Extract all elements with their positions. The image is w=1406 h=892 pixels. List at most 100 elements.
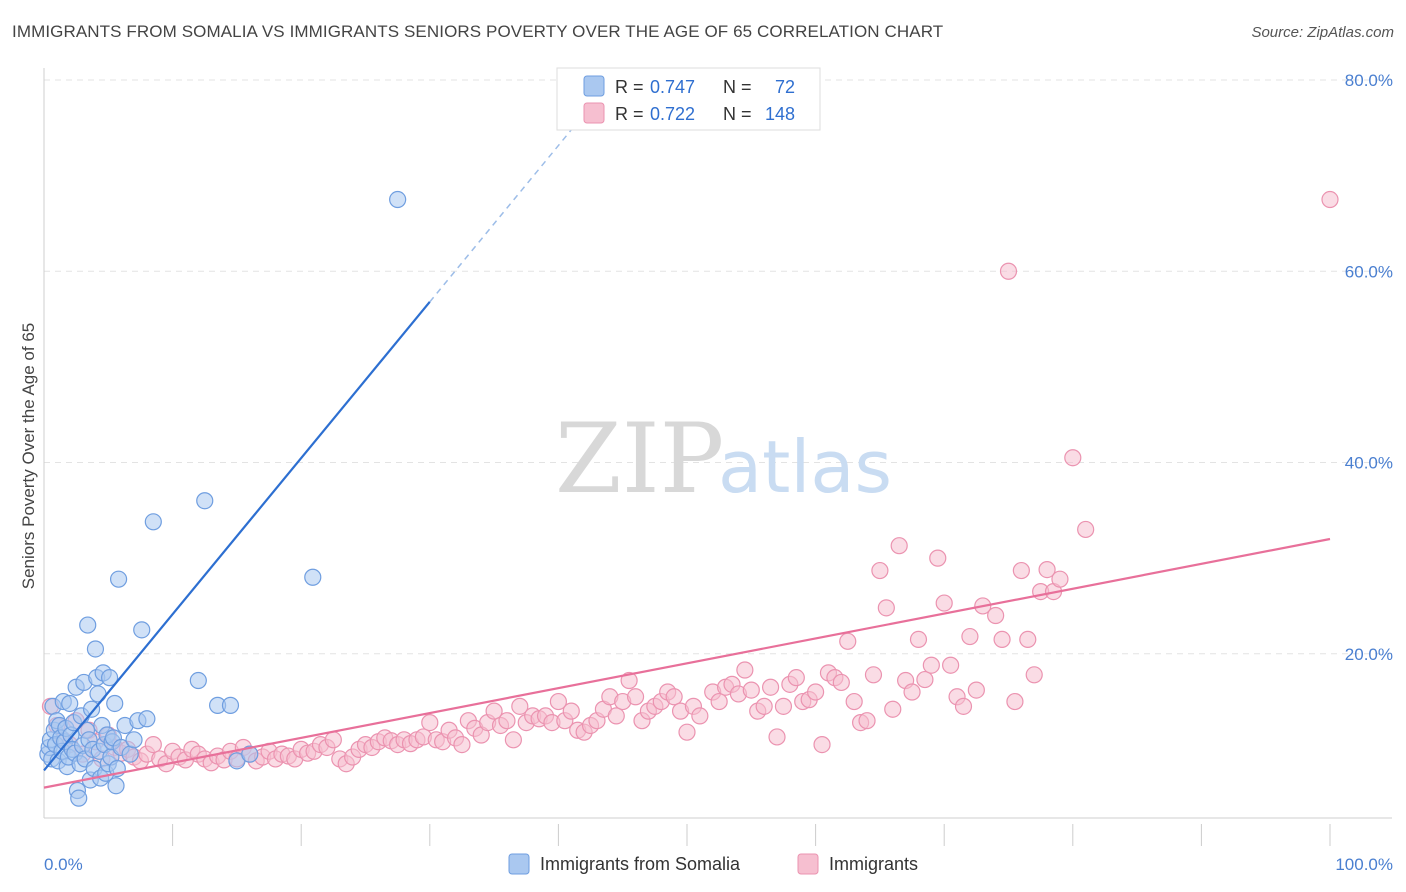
point-somalia (133, 621, 151, 639)
point-immigrants (511, 697, 529, 715)
point-immigrants (806, 683, 825, 701)
y-tick-label: 20.0% (1345, 645, 1393, 664)
point-immigrants (787, 669, 805, 687)
y-axis-title: Seniors Poverty Over the Age of 65 (19, 323, 38, 589)
bottom-legend-label-somalia: Immigrants from Somalia (540, 854, 741, 874)
point-immigrants (916, 670, 934, 689)
point-somalia (125, 731, 143, 749)
point-immigrants (839, 632, 857, 650)
legend-swatch-pink (583, 102, 605, 124)
x-tick-label-min: 0.0% (44, 855, 83, 874)
legend-n-value-1: 72 (775, 77, 795, 97)
point-somalia (121, 745, 139, 763)
point-somalia (196, 492, 214, 510)
point-immigrants (871, 561, 889, 580)
point-immigrants (736, 661, 754, 679)
point-immigrants (742, 681, 760, 699)
point-immigrants (755, 697, 773, 715)
point-immigrants (929, 549, 947, 567)
gridlines (44, 79, 1392, 655)
point-immigrants (549, 692, 568, 711)
point-immigrants (967, 681, 985, 699)
point-somalia (86, 640, 105, 658)
legend-swatch-blue (583, 75, 605, 97)
point-immigrants (774, 697, 793, 715)
series-legend: Immigrants from Somalia Immigrants (508, 853, 918, 875)
y-tick-label: 60.0% (1345, 262, 1393, 281)
point-immigrants (935, 594, 953, 612)
chart-title: IMMIGRANTS FROM SOMALIA VS IMMIGRANTS SE… (12, 22, 944, 41)
watermark: ZIP atlas (555, 403, 892, 515)
point-immigrants (832, 673, 850, 692)
point-immigrants (678, 723, 696, 741)
point-immigrants (993, 630, 1011, 649)
source-label: Source: ZipAtlas.com (1251, 24, 1394, 41)
point-immigrants (1051, 570, 1069, 588)
point-somalia (82, 700, 101, 718)
point-immigrants (1019, 630, 1037, 649)
x-ticks (172, 824, 1331, 846)
point-immigrants (421, 713, 439, 732)
series-somalia-points (39, 190, 407, 807)
point-somalia (79, 616, 97, 634)
point-immigrants (903, 683, 921, 701)
point-somalia (109, 570, 128, 588)
point-immigrants (922, 656, 940, 674)
point-immigrants (691, 707, 709, 725)
point-immigrants (626, 688, 645, 706)
bottom-legend-swatch-blue (508, 853, 530, 875)
point-immigrants (453, 735, 471, 754)
point-somalia (106, 694, 124, 713)
point-immigrants (877, 599, 895, 617)
point-immigrants (1025, 666, 1043, 684)
point-immigrants (999, 262, 1018, 280)
point-immigrants (858, 712, 876, 730)
legend-n-label-1: N = (723, 77, 752, 97)
correlation-legend: R = 0.747 N = 72 R = 0.722 N = 148 (556, 67, 821, 131)
point-immigrants (562, 702, 580, 720)
point-immigrants (909, 630, 928, 649)
trend-line-somalia (43, 301, 431, 772)
x-tick-label-max: 100.0% (1335, 855, 1393, 874)
point-immigrants (1006, 692, 1024, 711)
point-immigrants (1077, 520, 1095, 539)
point-immigrants (665, 688, 683, 706)
point-immigrants (504, 731, 522, 749)
point-immigrants (1038, 560, 1056, 579)
point-immigrants (1064, 449, 1082, 467)
legend-r-label-1: R = (615, 77, 644, 97)
trend-line-immigrants (43, 537, 1331, 789)
legend-n-value-2: 148 (765, 104, 795, 124)
point-immigrants (954, 697, 973, 715)
bottom-legend-label-immigrants: Immigrants (829, 854, 918, 874)
point-immigrants (987, 606, 1005, 625)
point-immigrants (485, 702, 503, 720)
point-immigrants (1012, 561, 1030, 580)
y-tick-label: 40.0% (1345, 454, 1393, 473)
point-immigrants (845, 692, 863, 711)
point-somalia (389, 190, 407, 209)
point-somalia (241, 745, 259, 763)
point-immigrants (890, 537, 908, 555)
watermark-atlas: atlas (718, 425, 892, 509)
point-immigrants (607, 707, 625, 725)
point-somalia (189, 671, 207, 690)
bottom-legend-swatch-pink (797, 853, 819, 875)
point-immigrants (144, 735, 162, 754)
trend-line-somalia-extrapolated (429, 121, 579, 303)
point-somalia (144, 513, 162, 531)
point-somalia (70, 789, 88, 807)
point-immigrants (813, 735, 831, 754)
point-immigrants (324, 731, 342, 749)
point-immigrants (1321, 190, 1339, 209)
point-immigrants (768, 728, 786, 746)
point-immigrants (710, 692, 728, 711)
point-somalia (138, 710, 156, 728)
legend-r-label-2: R = (615, 104, 644, 124)
axes (43, 68, 1392, 819)
point-immigrants (761, 678, 780, 696)
y-tick-label: 80.0% (1345, 71, 1393, 90)
y-tick-labels: 20.0% 40.0% 60.0% 80.0% (1345, 71, 1393, 664)
point-somalia (304, 568, 322, 586)
